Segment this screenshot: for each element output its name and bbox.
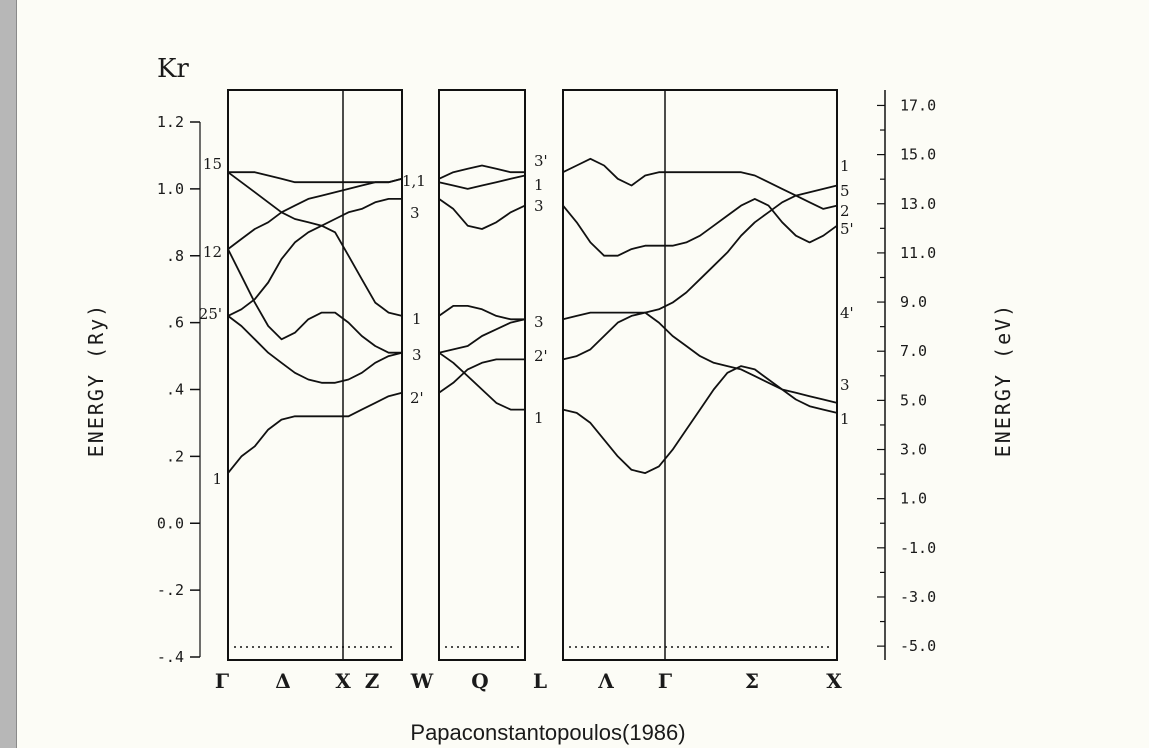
figure-caption: Papaconstantopoulos(1986) — [410, 720, 685, 745]
band-label-x: 4' — [840, 304, 854, 322]
panel-frame — [227, 89, 403, 661]
band-label-x: 3 — [840, 376, 850, 394]
k-point-label: Q — [471, 669, 488, 693]
band-line-5 — [438, 198, 526, 230]
band-line-6 — [228, 171, 403, 184]
y-tick-label-left: 1.2 — [157, 113, 184, 131]
k-point-label: W — [410, 669, 434, 693]
window-left-border — [0, 0, 17, 748]
y-tick-label-right: 5.0 — [900, 391, 927, 409]
band-line-7 — [438, 164, 525, 180]
band-line-6 — [438, 174, 526, 190]
y-tick-label-left: .4 — [166, 381, 184, 399]
k-point-label: Γ — [658, 669, 672, 693]
band-label-l: 2' — [534, 347, 548, 365]
band-label-l: 3 — [534, 313, 544, 331]
band-line-7 — [227, 171, 402, 227]
band-line-3 — [227, 248, 402, 354]
k-point-label: L — [533, 669, 547, 693]
panel-1 — [227, 89, 403, 661]
y-tick-label-right: -3.0 — [900, 588, 936, 606]
band-label-w: 3 — [412, 346, 422, 364]
y-tick-label-right: -5.0 — [900, 637, 936, 655]
band-label-gamma: 1 — [212, 470, 222, 488]
band-line-2 — [438, 318, 526, 354]
panel-3 — [562, 89, 838, 661]
band-label-w: 2' — [410, 389, 424, 407]
band-line-3 — [562, 184, 838, 321]
y-tick-label-right: 13.0 — [900, 195, 936, 213]
band-line-4 — [227, 224, 403, 317]
y-tick-label-right: 17.0 — [900, 96, 936, 114]
k-point-label: X — [826, 669, 842, 693]
y-tick-label-left: .8 — [166, 247, 184, 265]
band-label-x: 5 — [840, 182, 850, 200]
panel-frame — [438, 89, 526, 661]
band-line-5 — [562, 157, 838, 210]
band-line-1 — [227, 391, 403, 474]
band-label-x: 2 — [840, 202, 850, 220]
band-line-1 — [438, 358, 525, 394]
band-label-x: 1 — [840, 157, 850, 175]
band-label-w: 1,1 — [402, 172, 426, 190]
band-label-gamma: 12 — [203, 243, 222, 261]
y-tick-label-left: 0.0 — [157, 514, 184, 532]
k-point-label: Λ — [597, 669, 614, 693]
k-point-label: Z — [365, 669, 380, 693]
band-line-1 — [562, 365, 838, 474]
y-tick-label-left: -.2 — [157, 581, 184, 599]
y-tick-label-right: -1.0 — [900, 539, 936, 557]
y-tick-label-left: .6 — [166, 314, 184, 332]
y-tick-label-right: 15.0 — [900, 146, 936, 164]
y-tick-label-right: 7.0 — [900, 342, 927, 360]
band-line-2 — [227, 315, 403, 384]
y-tick-label-left: .2 — [166, 447, 184, 465]
band-label-l: 3' — [534, 152, 548, 170]
y-tick-label-right: 1.0 — [900, 490, 927, 508]
band-label-gamma: 15 — [203, 155, 222, 173]
k-point-label: Δ — [275, 669, 291, 693]
panel-frame — [562, 89, 838, 661]
band-label-l: 1 — [534, 409, 544, 427]
band-line-2 — [562, 311, 838, 404]
band-line-4 — [562, 198, 838, 257]
y-axis-label-left: ENERGY (Ry) — [84, 303, 108, 457]
band-label-w: 3 — [410, 204, 420, 222]
band-label-x: 1 — [840, 410, 850, 428]
y-tick-label-right: 9.0 — [900, 293, 927, 311]
band-label-x: 5' — [840, 220, 854, 238]
y-tick-label-right: 11.0 — [900, 244, 936, 262]
band-line-5 — [227, 177, 403, 250]
chart-title: Kr — [157, 54, 189, 84]
band-label-l: 3 — [534, 197, 544, 215]
band-label-w: 1 — [412, 310, 422, 328]
panel-2 — [438, 89, 526, 661]
y-tick-label-left: -.4 — [157, 648, 184, 666]
band-line-4 — [438, 305, 525, 321]
y-tick-label-left: 1.0 — [157, 180, 184, 198]
k-point-label: X — [335, 669, 351, 693]
k-point-label: Γ — [215, 669, 229, 693]
y-tick-label-right: 3.0 — [900, 441, 927, 459]
y-axis-label-right: ENERGY (eV) — [991, 303, 1015, 457]
k-point-label: Σ — [745, 669, 759, 693]
band-label-l: 1 — [534, 176, 544, 194]
band-line-3 — [438, 351, 525, 411]
band-label-gamma: 25' — [199, 305, 222, 323]
